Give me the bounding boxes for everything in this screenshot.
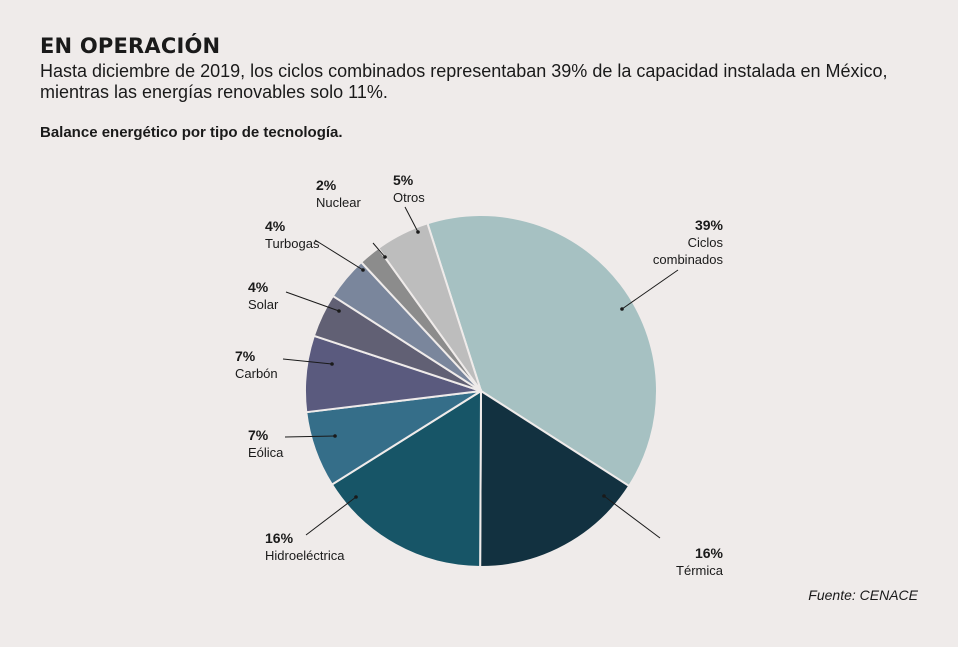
slice-percent-label: 39% (695, 217, 724, 233)
slice-percent-label: 7% (235, 348, 256, 364)
leader-dot (361, 268, 365, 272)
leader-dot (383, 255, 387, 259)
source-note: Fuente: CENACE (808, 587, 918, 603)
slice-percent-label: 4% (248, 279, 269, 295)
leader-dot (330, 362, 334, 366)
leader-line (285, 291, 340, 312)
leader-line (621, 269, 679, 310)
pie-slice-ciclos-combinados (426, 214, 658, 488)
slice-name-label: Ciclos (688, 235, 724, 250)
leader-line (372, 242, 386, 258)
slice-name-label: Turbogas (265, 236, 320, 251)
leader-line (603, 495, 661, 539)
slice-percent-label: 16% (265, 530, 294, 546)
slice-name-label: Otros (393, 190, 425, 205)
leader-dot (602, 494, 606, 498)
leader-line (314, 239, 364, 271)
slice-percent-label: 4% (265, 218, 286, 234)
page-subtitle: Hasta diciembre de 2019, los ciclos comb… (40, 61, 888, 102)
leader-line (305, 496, 357, 536)
leader-dot (333, 434, 337, 438)
slice-name-label: Solar (248, 297, 279, 312)
slice-name-label: Hidroeléctrica (265, 548, 345, 563)
slice-percent-label: 16% (695, 545, 724, 561)
leader-dot (416, 230, 420, 234)
slice-name-label: Carbón (235, 366, 278, 381)
pie-slice-otros (376, 222, 482, 392)
slice-name-label: Nuclear (316, 195, 361, 210)
slice-percent-label: 2% (316, 177, 337, 193)
leader-dot (620, 307, 624, 311)
chart-title: Balance energético por tipo de tecnologí… (40, 124, 343, 141)
slice-name-label: Térmica (676, 563, 724, 578)
leader-line (284, 435, 336, 438)
leader-line (282, 358, 333, 365)
pie-slice-hidroeléctrica (330, 389, 483, 569)
leader-dot (354, 495, 358, 499)
leader-dot (337, 309, 341, 313)
pie-slice-térmica (479, 389, 631, 569)
slice-percent-label: 5% (393, 172, 414, 188)
page-title: EN OPERACIÓN (40, 34, 221, 58)
slice-name-label: Eólica (248, 445, 284, 460)
leader-line (404, 206, 419, 233)
slice-percent-label: 7% (248, 427, 269, 443)
slice-name-label: combinados (653, 252, 724, 267)
